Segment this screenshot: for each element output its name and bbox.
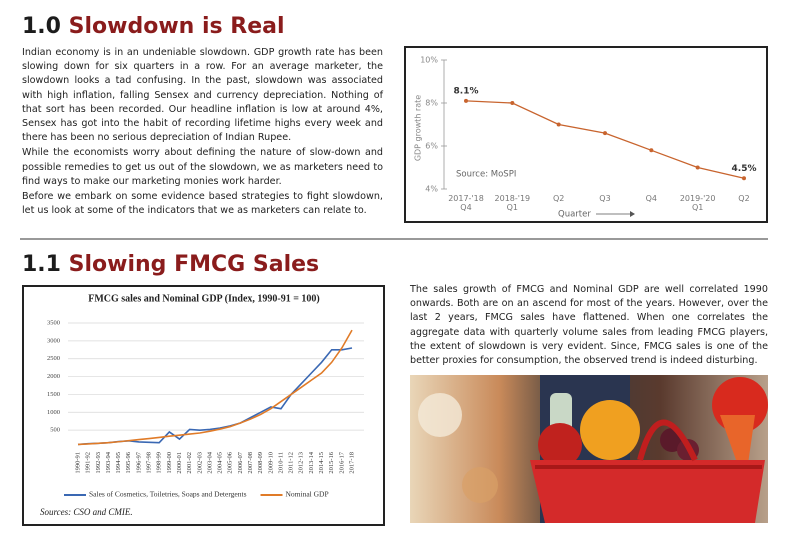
x-tick-label: Q2	[552, 194, 565, 203]
marker	[510, 101, 515, 105]
text-block: Indian economy is in an undeniable slowd…	[22, 46, 383, 219]
y-tick-label: 500	[50, 427, 60, 434]
basket-handle	[637, 419, 698, 462]
x-tick-label: 2015-16	[328, 451, 335, 473]
line	[77, 329, 353, 446]
heading: 1.1 Slowing FMCG Sales	[22, 252, 319, 277]
chart-frame: FMCG sales and Nominal GDP (Index, 1990-…	[22, 285, 385, 526]
y-tick-label: 4%	[425, 185, 438, 194]
x-tick-label: 1993-94	[105, 451, 112, 473]
tomato	[538, 423, 582, 467]
marker	[649, 148, 654, 153]
x-tick-label: 1998-99	[156, 452, 163, 474]
paragraph: Indian economy is in an undeniable slowd…	[22, 47, 383, 144]
heading: 1.0 Slowdown is Real	[22, 14, 285, 39]
y-tick-label: 2500	[47, 355, 60, 362]
x-tick-label: Q3	[599, 194, 611, 203]
x-tick-label: 2002-03	[196, 452, 203, 474]
x-tick-label: 2003-04	[206, 451, 213, 473]
x-tick-label: 2004-05	[217, 452, 224, 474]
y-tick-label: 3000	[47, 337, 60, 344]
x-tick-label: 2001-02	[186, 452, 193, 474]
x-tick-label: 2018-'19 Q1	[494, 194, 531, 212]
chart-frame: GDP growth rate Source: MoSPI Quarter 4%…	[404, 46, 768, 223]
marker	[556, 122, 561, 127]
chart: GDP growth rate Source: MoSPI Quarter 4%…	[414, 56, 757, 220]
x-tick-label: 2017-'18 Q4	[448, 194, 484, 212]
source: Sources: CSO and CMIE.	[40, 507, 133, 517]
x-tick-label: 2019-'20 Q1	[679, 194, 716, 212]
x-tick-label: 2007-08	[247, 452, 254, 474]
section-number: 1.0	[22, 14, 61, 39]
x-tick-label: 2010-11	[277, 452, 284, 473]
x-tick-label: 2013-14	[308, 451, 315, 473]
y-tick-label: 1000	[47, 409, 60, 416]
x-tick-label: 2014-15	[318, 452, 325, 474]
x-tick-label: 2009-10	[267, 452, 274, 474]
x-tick-label: 1995-96	[125, 451, 132, 473]
x-tick-label: 1990-91	[74, 452, 81, 474]
y-tick-label: 6%	[425, 142, 438, 151]
y-tick-label: 3500	[47, 319, 60, 326]
x-tick-label: 2012-13	[298, 452, 305, 474]
bokeh	[462, 467, 498, 503]
y-tick-label: 8%	[425, 99, 438, 108]
y-tick-label: 1500	[47, 391, 60, 398]
text-block: The sales growth of FMCG and Nominal GDP…	[410, 283, 768, 369]
chart-title: FMCG sales and Nominal GDP (Index, 1990-…	[88, 293, 320, 304]
line	[465, 100, 745, 179]
marker	[603, 131, 607, 136]
legend-label: Nominal GDP	[286, 490, 329, 499]
data-label: 4.5%	[732, 164, 757, 174]
y-tick-label: 2000	[47, 373, 60, 380]
x-tick-label: 2006-07	[237, 451, 244, 473]
x-tick-label: 1992-93	[95, 452, 102, 474]
x-tick-label: Q4	[645, 194, 658, 203]
y-tick-label: 10%	[420, 56, 438, 65]
y-axis-label: GDP growth rate	[414, 95, 423, 161]
marker	[464, 98, 468, 103]
marker	[695, 165, 700, 170]
x-tick-label: 1996-97	[135, 451, 142, 473]
x-tick-label: 1994-95	[115, 452, 122, 474]
paragraph: Before we embark on some evidence based …	[22, 191, 383, 217]
x-tick-label: 1991-92	[85, 452, 92, 474]
divider	[20, 238, 768, 240]
photo	[410, 375, 768, 523]
section-title: Slowdown is Real	[68, 14, 285, 39]
x-axis-label: Quarter	[558, 210, 591, 220]
chart: FMCG sales and Nominal GDP (Index, 1990-…	[40, 293, 364, 517]
x-tick-label: 2000-01	[176, 452, 183, 474]
data-label: 8.1%	[454, 86, 479, 96]
x-tick-label: 2005-06	[227, 451, 234, 473]
paragraph: The sales growth of FMCG and Nominal GDP…	[410, 284, 768, 367]
basket	[530, 460, 765, 523]
arrow-head	[630, 211, 635, 217]
photo-art	[418, 375, 768, 523]
section-title: Slowing FMCG Sales	[68, 252, 320, 277]
pepper	[580, 400, 640, 460]
legend-label: Sales of Cosmetics, Toiletries, Soaps an…	[89, 490, 247, 499]
x-tick-label: Q2	[738, 194, 750, 203]
paragraph: While the economists worry about definin…	[22, 147, 383, 187]
source: Source: MoSPI	[456, 170, 516, 180]
bokeh	[418, 393, 462, 437]
x-tick-label: 1997-98	[146, 452, 153, 474]
marker	[742, 176, 746, 181]
x-tick-label: 2017-18	[348, 452, 355, 474]
x-tick-label: 1999-00	[166, 452, 173, 474]
x-tick-label: 2011-12	[288, 452, 295, 473]
x-tick-label: 2008-09	[257, 452, 264, 474]
x-tick-label: 2016-17	[338, 451, 345, 473]
section-number: 1.1	[22, 252, 61, 277]
